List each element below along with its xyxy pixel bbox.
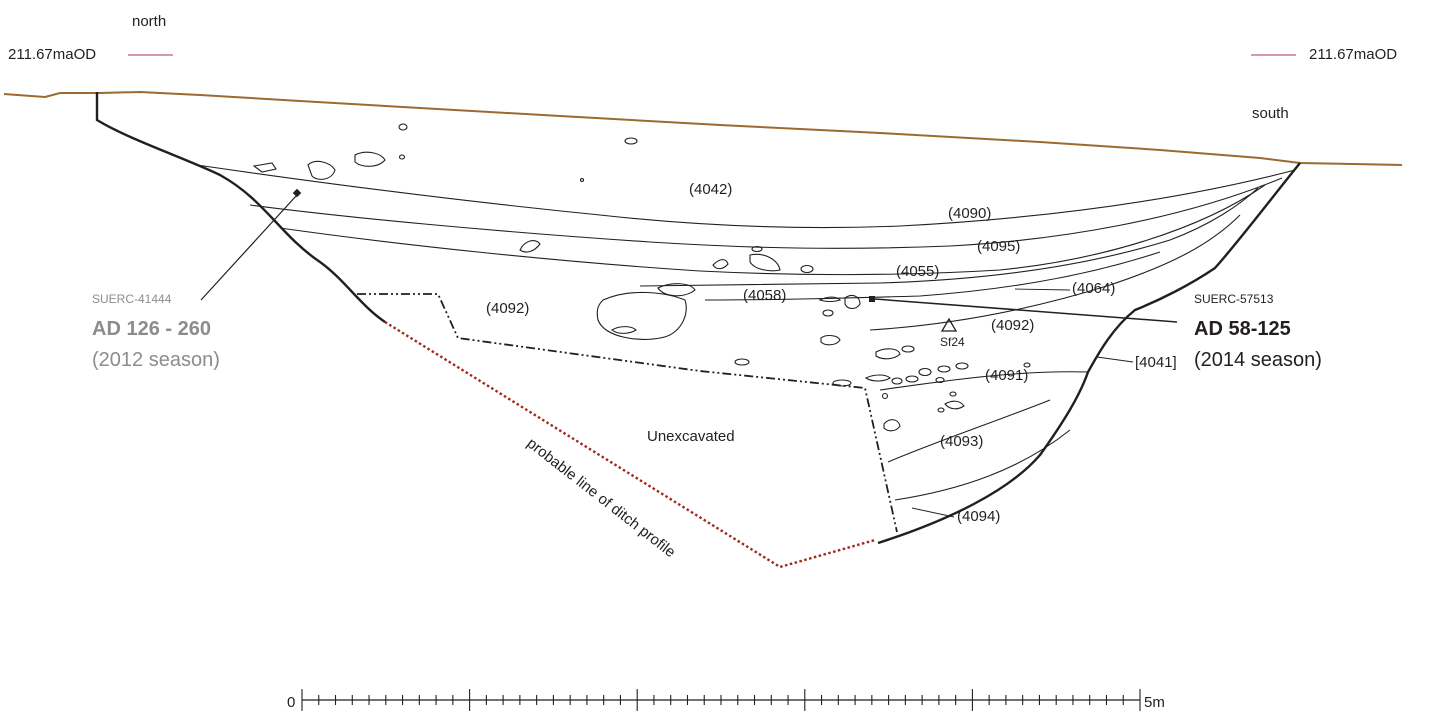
south-label: south [1252,105,1289,122]
context-4064-label: (4064) [1072,280,1115,297]
context-4095-label: (4095) [977,238,1020,255]
context-4091-label: (4091) [985,367,1028,384]
date-right-season: (2014 season) [1194,349,1322,371]
scale-bar [301,689,1141,711]
cut-edge-south [877,162,1301,545]
date-left-leader [200,194,298,301]
date-left-range: AD 126 - 260 [92,318,211,340]
context-4094-leader [911,507,955,518]
north-label: north [132,13,166,30]
context-4092-left-label: (4092) [486,300,529,317]
scale-end-label: 5m [1144,694,1165,711]
scale-start-label: 0 [287,694,295,711]
cut-edge-north [95,92,386,323]
date-right-lab-code: SUERC-57513 [1194,292,1274,306]
probable-ditch-profile-line [384,320,876,569]
context-4058-label: (4058) [743,287,786,304]
small-find-triangle-icon [940,317,958,332]
ground-surface-line [3,90,1403,166]
datum-right-label: 211.67maOD [1309,46,1397,63]
context-4064-leader [1014,288,1071,291]
unexcavated-label: Unexcavated [647,428,735,445]
sample-point-left-icon [292,188,302,198]
date-left-season: (2012 season) [92,349,220,371]
date-right-range: AD 58-125 [1194,318,1291,340]
context-4093-label: (4093) [940,433,983,450]
sample-point-right-icon [869,296,875,302]
context-4041-label: [4041] [1135,354,1177,371]
context-4092-right-label: (4092) [991,317,1034,334]
probable-ditch-profile-label: probable line of ditch profile [524,435,679,561]
unexcavated-boundary [357,293,898,533]
small-find-label: Sf24 [940,335,965,349]
context-4042-label: (4042) [689,181,732,198]
context-4055-label: (4055) [896,263,939,280]
context-4094-label: (4094) [957,508,1000,525]
date-right-leader [874,298,1178,323]
datum-left-label: 211.67maOD [8,46,96,63]
layer-boundaries [196,164,1296,501]
context-4090-label: (4090) [948,205,991,222]
date-left-lab-code: SUERC-41444 [92,292,172,306]
context-4041-leader [1096,356,1134,363]
stone-inclusions [252,123,1031,432]
